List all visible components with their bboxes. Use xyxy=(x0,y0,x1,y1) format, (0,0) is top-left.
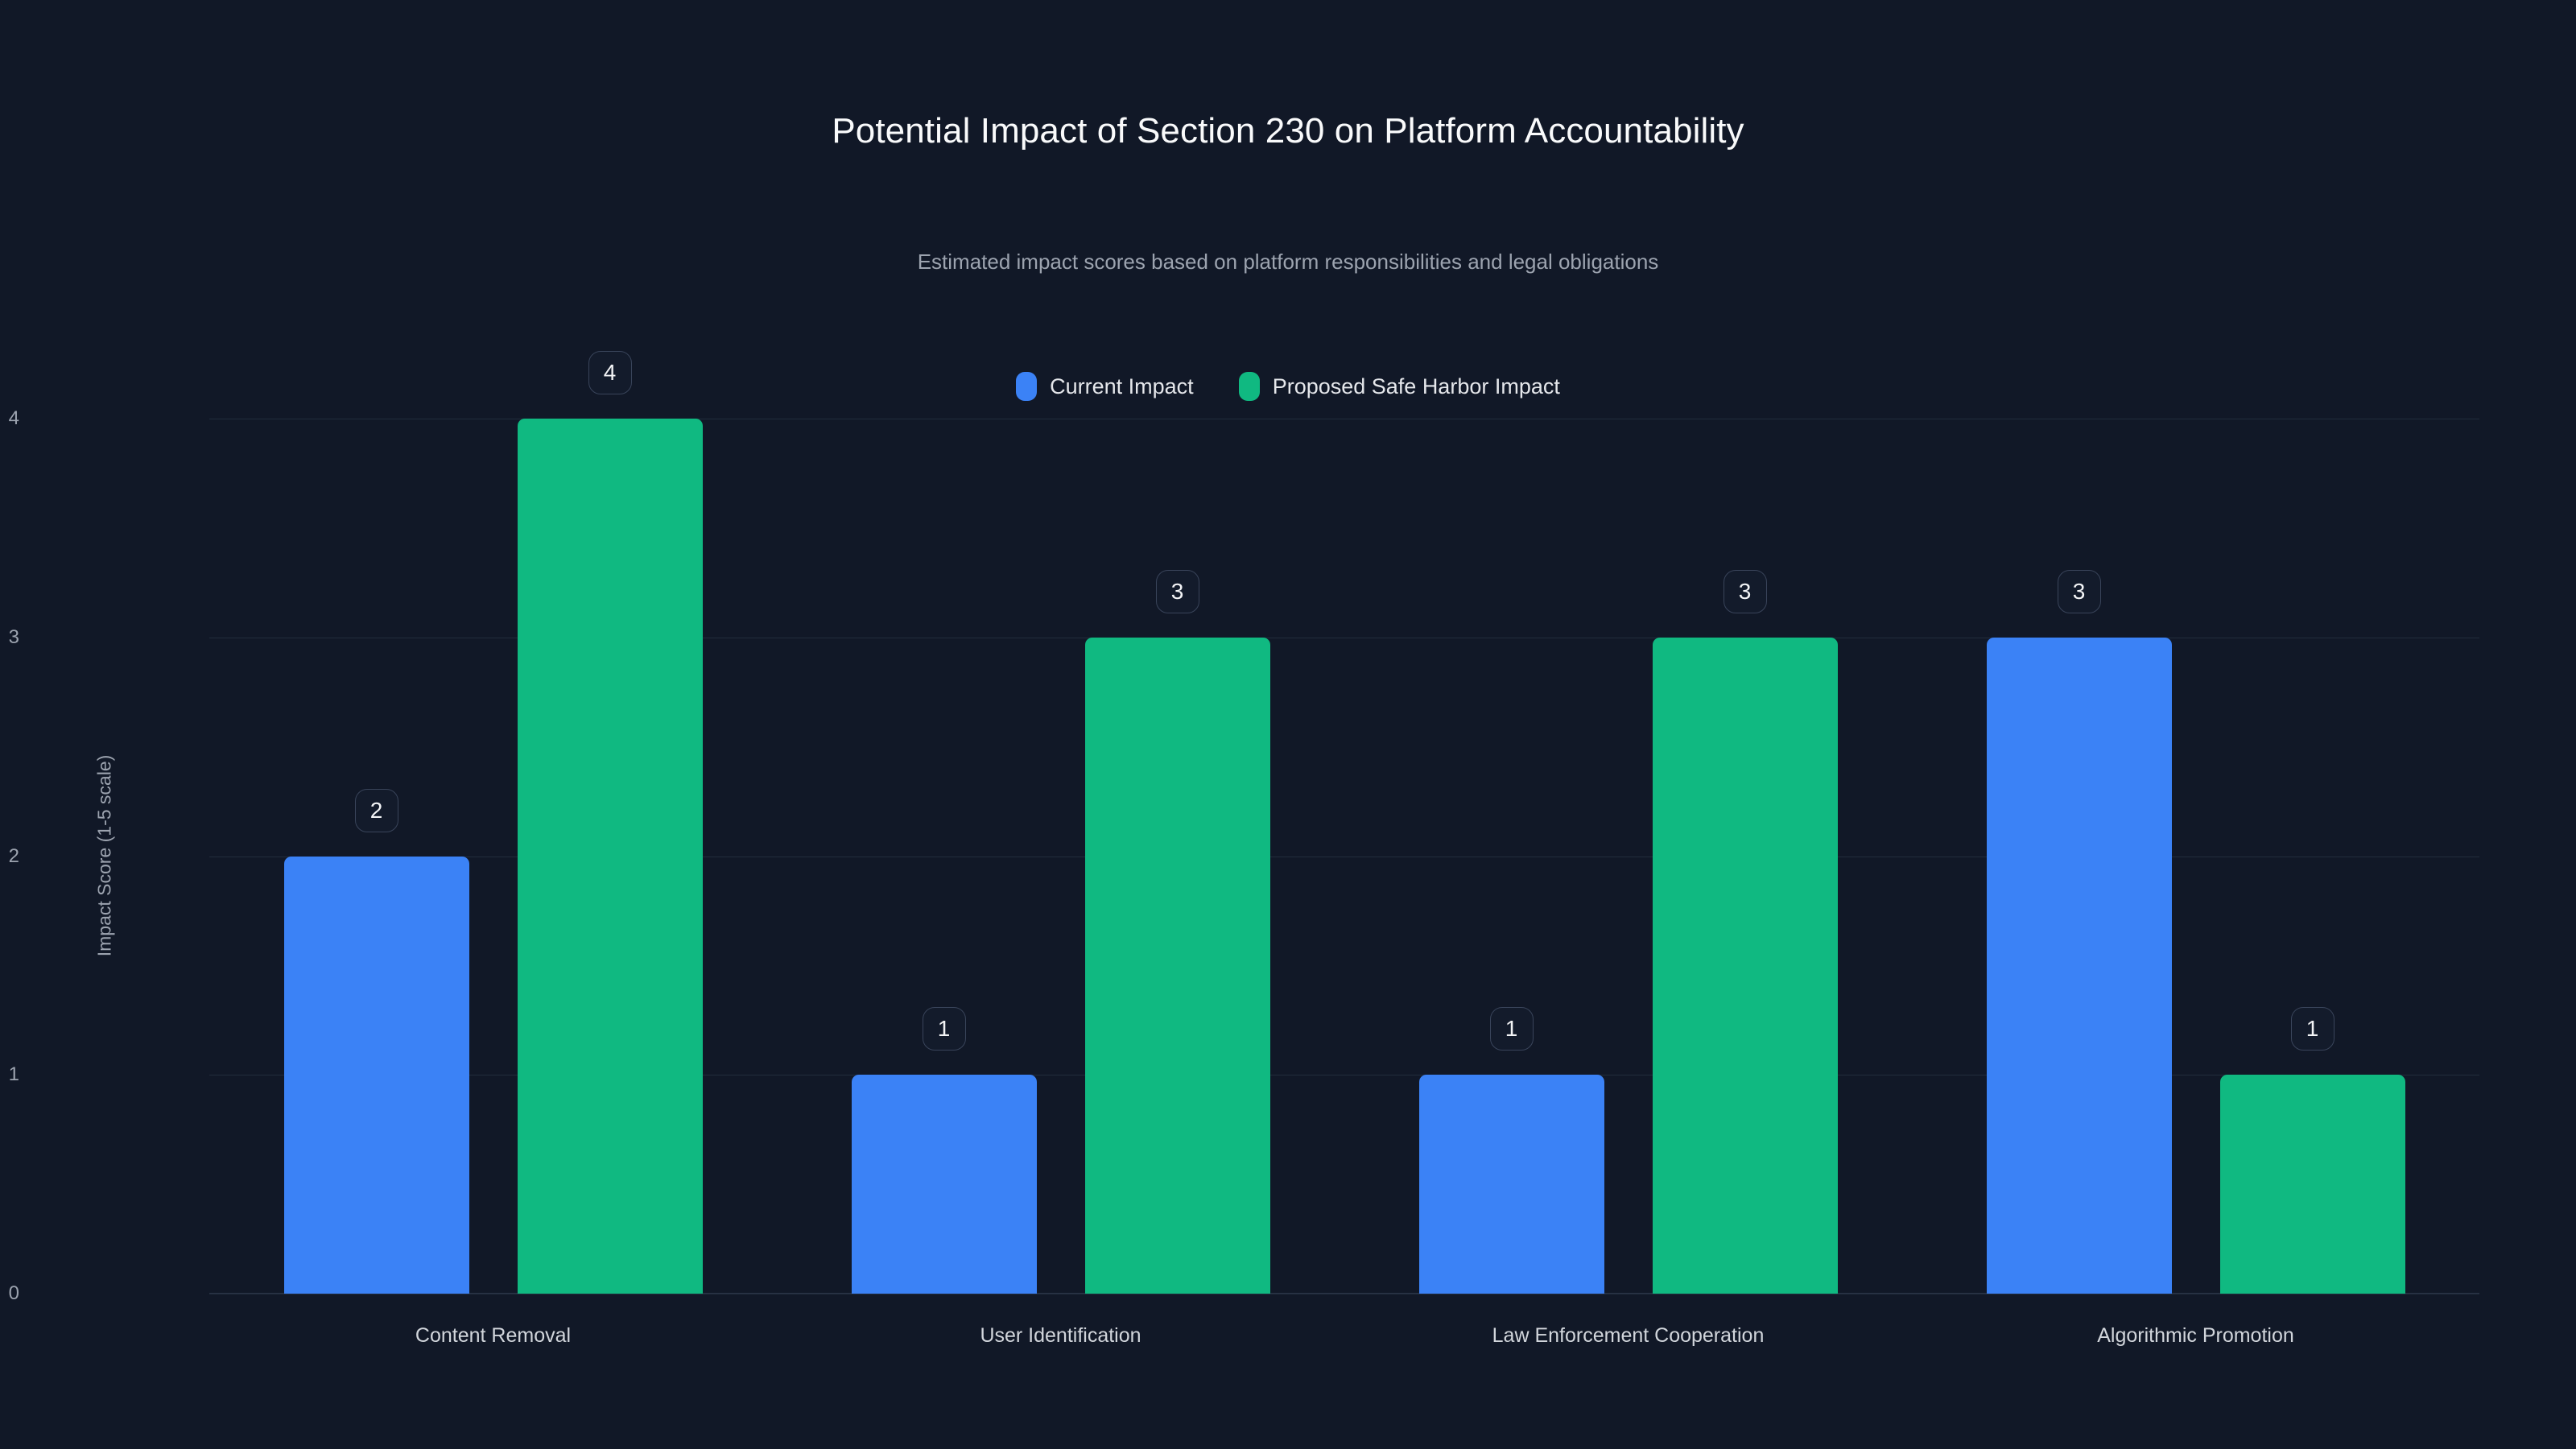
bar-value-badge: 1 xyxy=(922,1007,966,1051)
legend-swatch-icon xyxy=(1238,372,1260,401)
x-axis-category-label: Content Removal xyxy=(415,1324,572,1347)
chart-title: Potential Impact of Section 230 on Platf… xyxy=(832,111,1744,151)
bar[interactable] xyxy=(851,1075,1037,1294)
bar[interactable] xyxy=(2219,1075,2405,1294)
legend-item-1[interactable]: Current Impact xyxy=(1016,372,1194,401)
y-axis-title: Impact Score (1-5 scale) xyxy=(93,754,115,957)
y-axis-tick-label: 4 xyxy=(8,407,19,429)
y-axis-tick-label: 2 xyxy=(8,844,19,867)
legend-label: Current Impact xyxy=(1050,374,1194,398)
legend-item-2[interactable]: Proposed Safe Harbor Impact xyxy=(1238,372,1560,401)
bar-value-badge: 2 xyxy=(354,788,398,832)
y-axis-tick-label: 1 xyxy=(8,1063,19,1086)
plot-area: 0 1 2 3 4 2 4 1 3 1 3 3 1 xyxy=(9,351,2479,1304)
legend-swatch-icon xyxy=(1016,372,1038,401)
bar[interactable] xyxy=(1652,637,1838,1294)
bar-value-badge: 1 xyxy=(1489,1007,1534,1051)
bar-value-badge: 3 xyxy=(2057,569,2101,613)
x-axis-category-label: Law Enforcement Cooperation xyxy=(1492,1324,1765,1347)
bar-value-badge: 3 xyxy=(1155,569,1199,613)
bar[interactable] xyxy=(1084,637,1270,1294)
bar-value-badge: 3 xyxy=(1723,569,1767,613)
bar-value-badge: 1 xyxy=(2290,1007,2334,1051)
bar[interactable] xyxy=(517,419,703,1294)
bar[interactable] xyxy=(1986,637,2172,1294)
y-axis-tick-label: 0 xyxy=(8,1282,19,1304)
y-axis-tick-label: 3 xyxy=(8,625,19,648)
bar-value-badge: 4 xyxy=(588,351,632,394)
bar[interactable] xyxy=(283,856,469,1294)
legend-label: Proposed Safe Harbor Impact xyxy=(1272,374,1560,398)
x-axis-category-label: User Identification xyxy=(980,1324,1141,1347)
bar[interactable] xyxy=(1418,1075,1604,1294)
chart-legend: Current Impact Proposed Safe Harbor Impac… xyxy=(0,372,2576,401)
chart-subtitle: Estimated impact scores based on platfor… xyxy=(917,250,1659,274)
x-axis-category-label: Algorithmic Promotion xyxy=(2097,1324,2294,1347)
